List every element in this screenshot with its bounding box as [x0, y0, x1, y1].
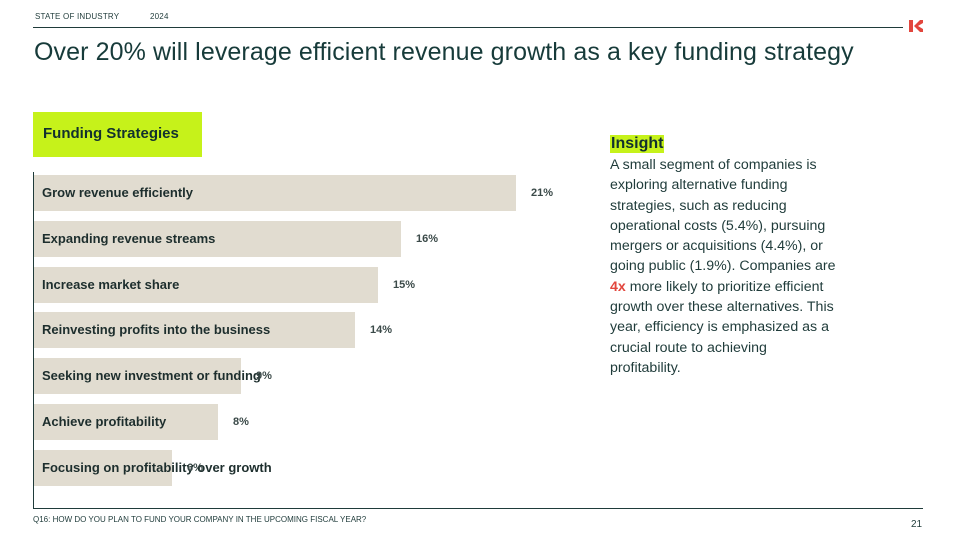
bar-label: Seeking new investment or funding: [42, 368, 261, 383]
bar-row: Expanding revenue streams 16%: [34, 221, 461, 257]
insight-heading: Insight: [610, 135, 665, 153]
bar: [34, 175, 516, 211]
bar-value-label: 6%: [187, 462, 203, 474]
insight-text-after: more likely to prioritize efficient grow…: [610, 278, 834, 376]
bar: [34, 312, 355, 348]
bar-row: Seeking new investment or funding 9%: [34, 358, 301, 394]
insight-text-before: A small segment of companies is explorin…: [610, 157, 836, 275]
page-number: 21: [911, 519, 923, 530]
bar-value-label: 15%: [393, 279, 416, 291]
bar-row: Achieve profitability 8%: [34, 404, 278, 440]
bottom-divider: [33, 508, 923, 509]
bar: [34, 221, 401, 257]
bar-value-label: 8%: [233, 416, 249, 428]
bar-label: Grow revenue efficiently: [42, 185, 193, 200]
bar: [34, 267, 378, 303]
chart-title: Funding Strategies: [33, 112, 202, 157]
insight-highlight: 4x: [610, 278, 626, 295]
bar-row: Grow revenue efficiently 21%: [34, 175, 576, 211]
report-year: 2024: [150, 12, 169, 21]
bar: [34, 404, 218, 440]
survey-question-footnote: Q16: HOW DO YOU PLAN TO FUND YOUR COMPAN…: [33, 515, 367, 524]
brand-logo-icon: [909, 20, 923, 32]
bar-row: Reinvesting profits into the business 14%: [34, 312, 415, 348]
bar-value-label: 16%: [416, 233, 439, 245]
insight-text: A small segment of companies is explorin…: [610, 155, 840, 378]
bar-label: Focusing on profitability over growth: [42, 460, 272, 475]
bar-row: Focusing on profitability over growth 6%: [34, 450, 272, 486]
bar-value-label: 14%: [370, 324, 393, 336]
bar-label: Increase market share: [42, 277, 180, 292]
page-title: Over 20% will leverage efficient revenue…: [34, 38, 854, 66]
bar: [34, 358, 241, 394]
bar: [34, 450, 172, 486]
section-label: STATE OF INDUSTRY: [35, 12, 120, 21]
top-divider: [33, 27, 903, 28]
bar-label: Reinvesting profits into the business: [42, 322, 271, 337]
bar-value-label: 9%: [256, 370, 272, 382]
bar-value-label: 21%: [531, 187, 554, 199]
bar-row: Increase market share 15%: [34, 267, 438, 303]
chart-axis-line: [33, 172, 34, 508]
bar-label: Expanding revenue streams: [42, 231, 216, 246]
bar-label: Achieve profitability: [42, 414, 167, 429]
